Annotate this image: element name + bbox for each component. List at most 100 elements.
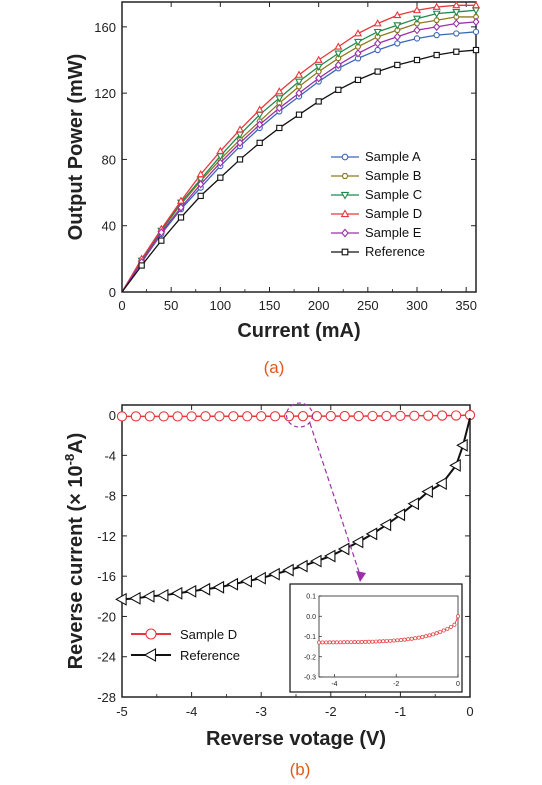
legend-label: Reference	[180, 648, 240, 663]
data-point	[453, 14, 460, 20]
data-point	[409, 410, 420, 421]
data-point	[413, 25, 421, 35]
series-sample-d	[121, 0, 481, 293]
data-point	[311, 411, 323, 422]
data-point	[435, 477, 447, 490]
data-point	[254, 571, 266, 585]
y-tick-label: 160	[94, 20, 116, 35]
data-point	[177, 203, 185, 212]
inset-data-point	[341, 640, 346, 645]
x-tick-label: 50	[164, 298, 178, 313]
data-point	[242, 411, 253, 422]
x-tick-label: -1	[395, 704, 407, 719]
inset-x-tick-label: -2	[393, 681, 399, 688]
data-point	[471, 7, 481, 15]
data-point	[339, 410, 350, 422]
x-tick-label: -5	[116, 704, 128, 719]
inset-data-point	[345, 640, 350, 645]
data-point	[170, 586, 183, 600]
inset-y-tick-label: -0.2	[304, 654, 316, 661]
data-point	[433, 17, 440, 24]
inset-y-tick-label: -0.1	[304, 634, 316, 641]
data-point	[393, 10, 402, 19]
chart-a-ticks: 0 50 100 150 200 250 300 350 0 40 80 120 160	[94, 2, 477, 313]
data-point	[472, 46, 480, 54]
y-tick-label: -4	[104, 448, 116, 463]
y-tick-label: 120	[94, 86, 116, 101]
inset-data-point	[317, 640, 321, 645]
data-point	[130, 411, 142, 422]
legend-label: Sample B	[365, 168, 421, 183]
data-point	[393, 32, 401, 42]
data-point	[432, 2, 441, 10]
chart-b-ticks: -5 -4 -3 -2 -1 00-4-8-12-16-20-24-28	[97, 405, 474, 719]
data-point	[334, 42, 343, 50]
data-point	[315, 98, 322, 105]
inset-data-point	[399, 638, 403, 642]
data-point	[198, 582, 211, 596]
data-point	[393, 508, 406, 522]
chart-a: 0 50 100 150 200 250 300 350 0 40 80 120 160 Sample …	[65, 0, 481, 377]
data-point	[315, 73, 323, 83]
series-sample-d	[116, 409, 476, 422]
data-point	[472, 17, 480, 27]
chart-a-y-axis-label: Output Power (mW)	[65, 54, 87, 241]
data-point	[353, 38, 363, 47]
data-point	[452, 9, 461, 17]
x-tick-label: 0	[118, 298, 125, 313]
data-point	[353, 410, 364, 422]
legend-marker	[143, 648, 157, 662]
legend-item: Sample A	[331, 149, 421, 164]
series-sample-c	[121, 7, 481, 293]
data-point	[216, 158, 224, 167]
y-tick-label: -12	[97, 529, 116, 544]
inset-data-point	[456, 614, 460, 619]
inset-data-point	[434, 631, 439, 636]
data-point	[296, 559, 308, 573]
data-point	[394, 40, 401, 47]
data-point	[184, 584, 197, 598]
legend-item: Sample C	[331, 187, 422, 202]
data-point	[144, 411, 155, 422]
data-point	[235, 125, 245, 133]
legend-marker	[145, 628, 157, 640]
inset-data-point	[416, 635, 421, 640]
data-point	[334, 60, 342, 70]
inset-y-tick-label: -0.3	[304, 675, 316, 682]
x-tick-label: -4	[186, 704, 198, 719]
data-point	[275, 103, 283, 113]
chart-b-y-axis-label-main: Reverse current (× 10	[65, 465, 87, 669]
inset-data-point	[427, 633, 432, 638]
data-point	[236, 138, 244, 148]
x-tick-label: 100	[209, 298, 231, 313]
legend-marker	[341, 153, 349, 161]
data-point	[295, 111, 303, 118]
inset-data-point	[448, 624, 453, 629]
y-tick-label: 40	[102, 219, 116, 234]
chart-a-series	[121, 0, 481, 293]
data-point	[325, 410, 336, 422]
legend-label: Sample C	[365, 187, 422, 202]
data-point	[472, 28, 480, 35]
y-tick-label: 0	[109, 285, 116, 300]
data-point	[374, 68, 381, 75]
data-point	[471, 0, 481, 9]
data-point	[295, 88, 303, 98]
inset-data-point	[377, 639, 382, 644]
y-tick-label: -8	[104, 489, 116, 504]
x-tick-label: 150	[259, 298, 281, 313]
legend-label: Reference	[365, 244, 425, 259]
data-point	[453, 30, 460, 37]
inset-data-point	[431, 632, 436, 637]
series-reference	[115, 417, 471, 606]
inset-data-point	[402, 637, 407, 642]
legend-item: Reference	[131, 648, 240, 663]
inset-data-point	[349, 640, 354, 645]
chart-a-x-axis-label: Current (mA)	[237, 320, 360, 342]
inset-data-point	[420, 635, 425, 639]
data-point	[433, 22, 441, 32]
data-point	[423, 410, 434, 421]
data-point	[283, 411, 295, 422]
data-point	[395, 410, 406, 422]
data-point	[407, 497, 420, 511]
